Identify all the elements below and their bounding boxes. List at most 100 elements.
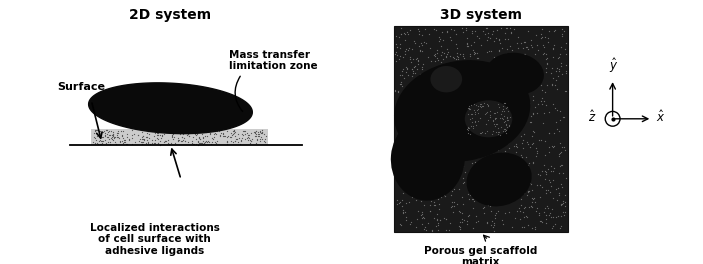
- Point: [398, 67, 409, 71]
- Point: [425, 89, 436, 93]
- Point: [529, 129, 540, 134]
- Point: [392, 45, 403, 49]
- Point: [416, 65, 427, 69]
- Point: [486, 135, 498, 139]
- Point: [493, 48, 504, 52]
- Point: [409, 89, 420, 93]
- Point: [431, 113, 442, 117]
- Point: [538, 210, 550, 214]
- Point: [435, 134, 446, 138]
- Ellipse shape: [465, 100, 512, 137]
- Point: [448, 55, 459, 59]
- Point: [496, 151, 508, 155]
- Point: [515, 217, 526, 221]
- Point: [450, 73, 461, 77]
- Point: [479, 210, 490, 215]
- Point: [400, 47, 411, 51]
- Point: [481, 26, 492, 30]
- Point: [419, 227, 430, 232]
- Point: [484, 140, 496, 144]
- Point: [492, 209, 503, 213]
- Point: [440, 85, 451, 89]
- Point: [512, 189, 523, 193]
- Point: [484, 75, 496, 79]
- Point: [515, 73, 526, 77]
- Point: [536, 102, 548, 107]
- Point: [395, 82, 406, 86]
- Point: [396, 83, 408, 88]
- Point: [496, 45, 507, 50]
- Point: [424, 202, 435, 207]
- Point: [438, 153, 449, 158]
- Point: [483, 184, 494, 188]
- Point: [391, 42, 402, 46]
- Point: [451, 42, 462, 46]
- Point: [523, 205, 534, 209]
- Point: [537, 52, 548, 56]
- Point: [412, 67, 423, 71]
- Point: [442, 97, 453, 101]
- Point: [508, 26, 520, 31]
- Point: [492, 120, 503, 124]
- Point: [472, 51, 483, 55]
- Point: [439, 134, 451, 139]
- Point: [406, 147, 418, 151]
- Point: [429, 119, 440, 123]
- Point: [548, 43, 560, 47]
- Point: [432, 197, 444, 201]
- Point: [458, 218, 469, 223]
- Point: [461, 221, 472, 226]
- Point: [448, 83, 459, 87]
- Point: [399, 38, 410, 42]
- Point: [427, 133, 439, 137]
- Point: [473, 85, 484, 89]
- Point: [437, 69, 449, 73]
- Point: [405, 220, 416, 224]
- Point: [523, 47, 534, 51]
- Point: [542, 61, 553, 65]
- Point: [527, 129, 538, 133]
- Point: [420, 98, 431, 102]
- Point: [499, 31, 510, 36]
- Point: [416, 176, 427, 181]
- Point: [407, 94, 418, 98]
- Point: [483, 173, 494, 177]
- Point: [438, 143, 449, 147]
- Point: [419, 115, 430, 119]
- Point: [441, 170, 453, 174]
- Point: [434, 82, 446, 87]
- Point: [549, 222, 560, 227]
- Point: [522, 142, 534, 146]
- Point: [471, 155, 482, 159]
- Point: [402, 48, 413, 52]
- Point: [520, 214, 531, 218]
- Point: [449, 167, 460, 171]
- Point: [456, 91, 467, 96]
- Point: [546, 215, 557, 219]
- Point: [444, 188, 456, 192]
- Point: [494, 162, 505, 166]
- Point: [479, 32, 491, 37]
- Point: [449, 120, 460, 125]
- Point: [443, 65, 454, 70]
- Point: [441, 55, 452, 59]
- Point: [455, 130, 466, 134]
- Point: [417, 222, 428, 226]
- Point: [475, 61, 486, 65]
- Point: [548, 144, 560, 148]
- Point: [435, 133, 446, 138]
- Point: [420, 195, 431, 199]
- Point: [555, 182, 567, 186]
- Point: [504, 105, 515, 109]
- Point: [449, 204, 460, 208]
- Point: [394, 201, 405, 205]
- Point: [550, 215, 562, 219]
- Point: [487, 86, 498, 90]
- Point: [433, 169, 444, 173]
- Point: [531, 153, 542, 158]
- Ellipse shape: [430, 66, 462, 92]
- Point: [557, 34, 568, 38]
- Point: [393, 89, 404, 93]
- Point: [406, 67, 418, 71]
- Point: [503, 135, 514, 139]
